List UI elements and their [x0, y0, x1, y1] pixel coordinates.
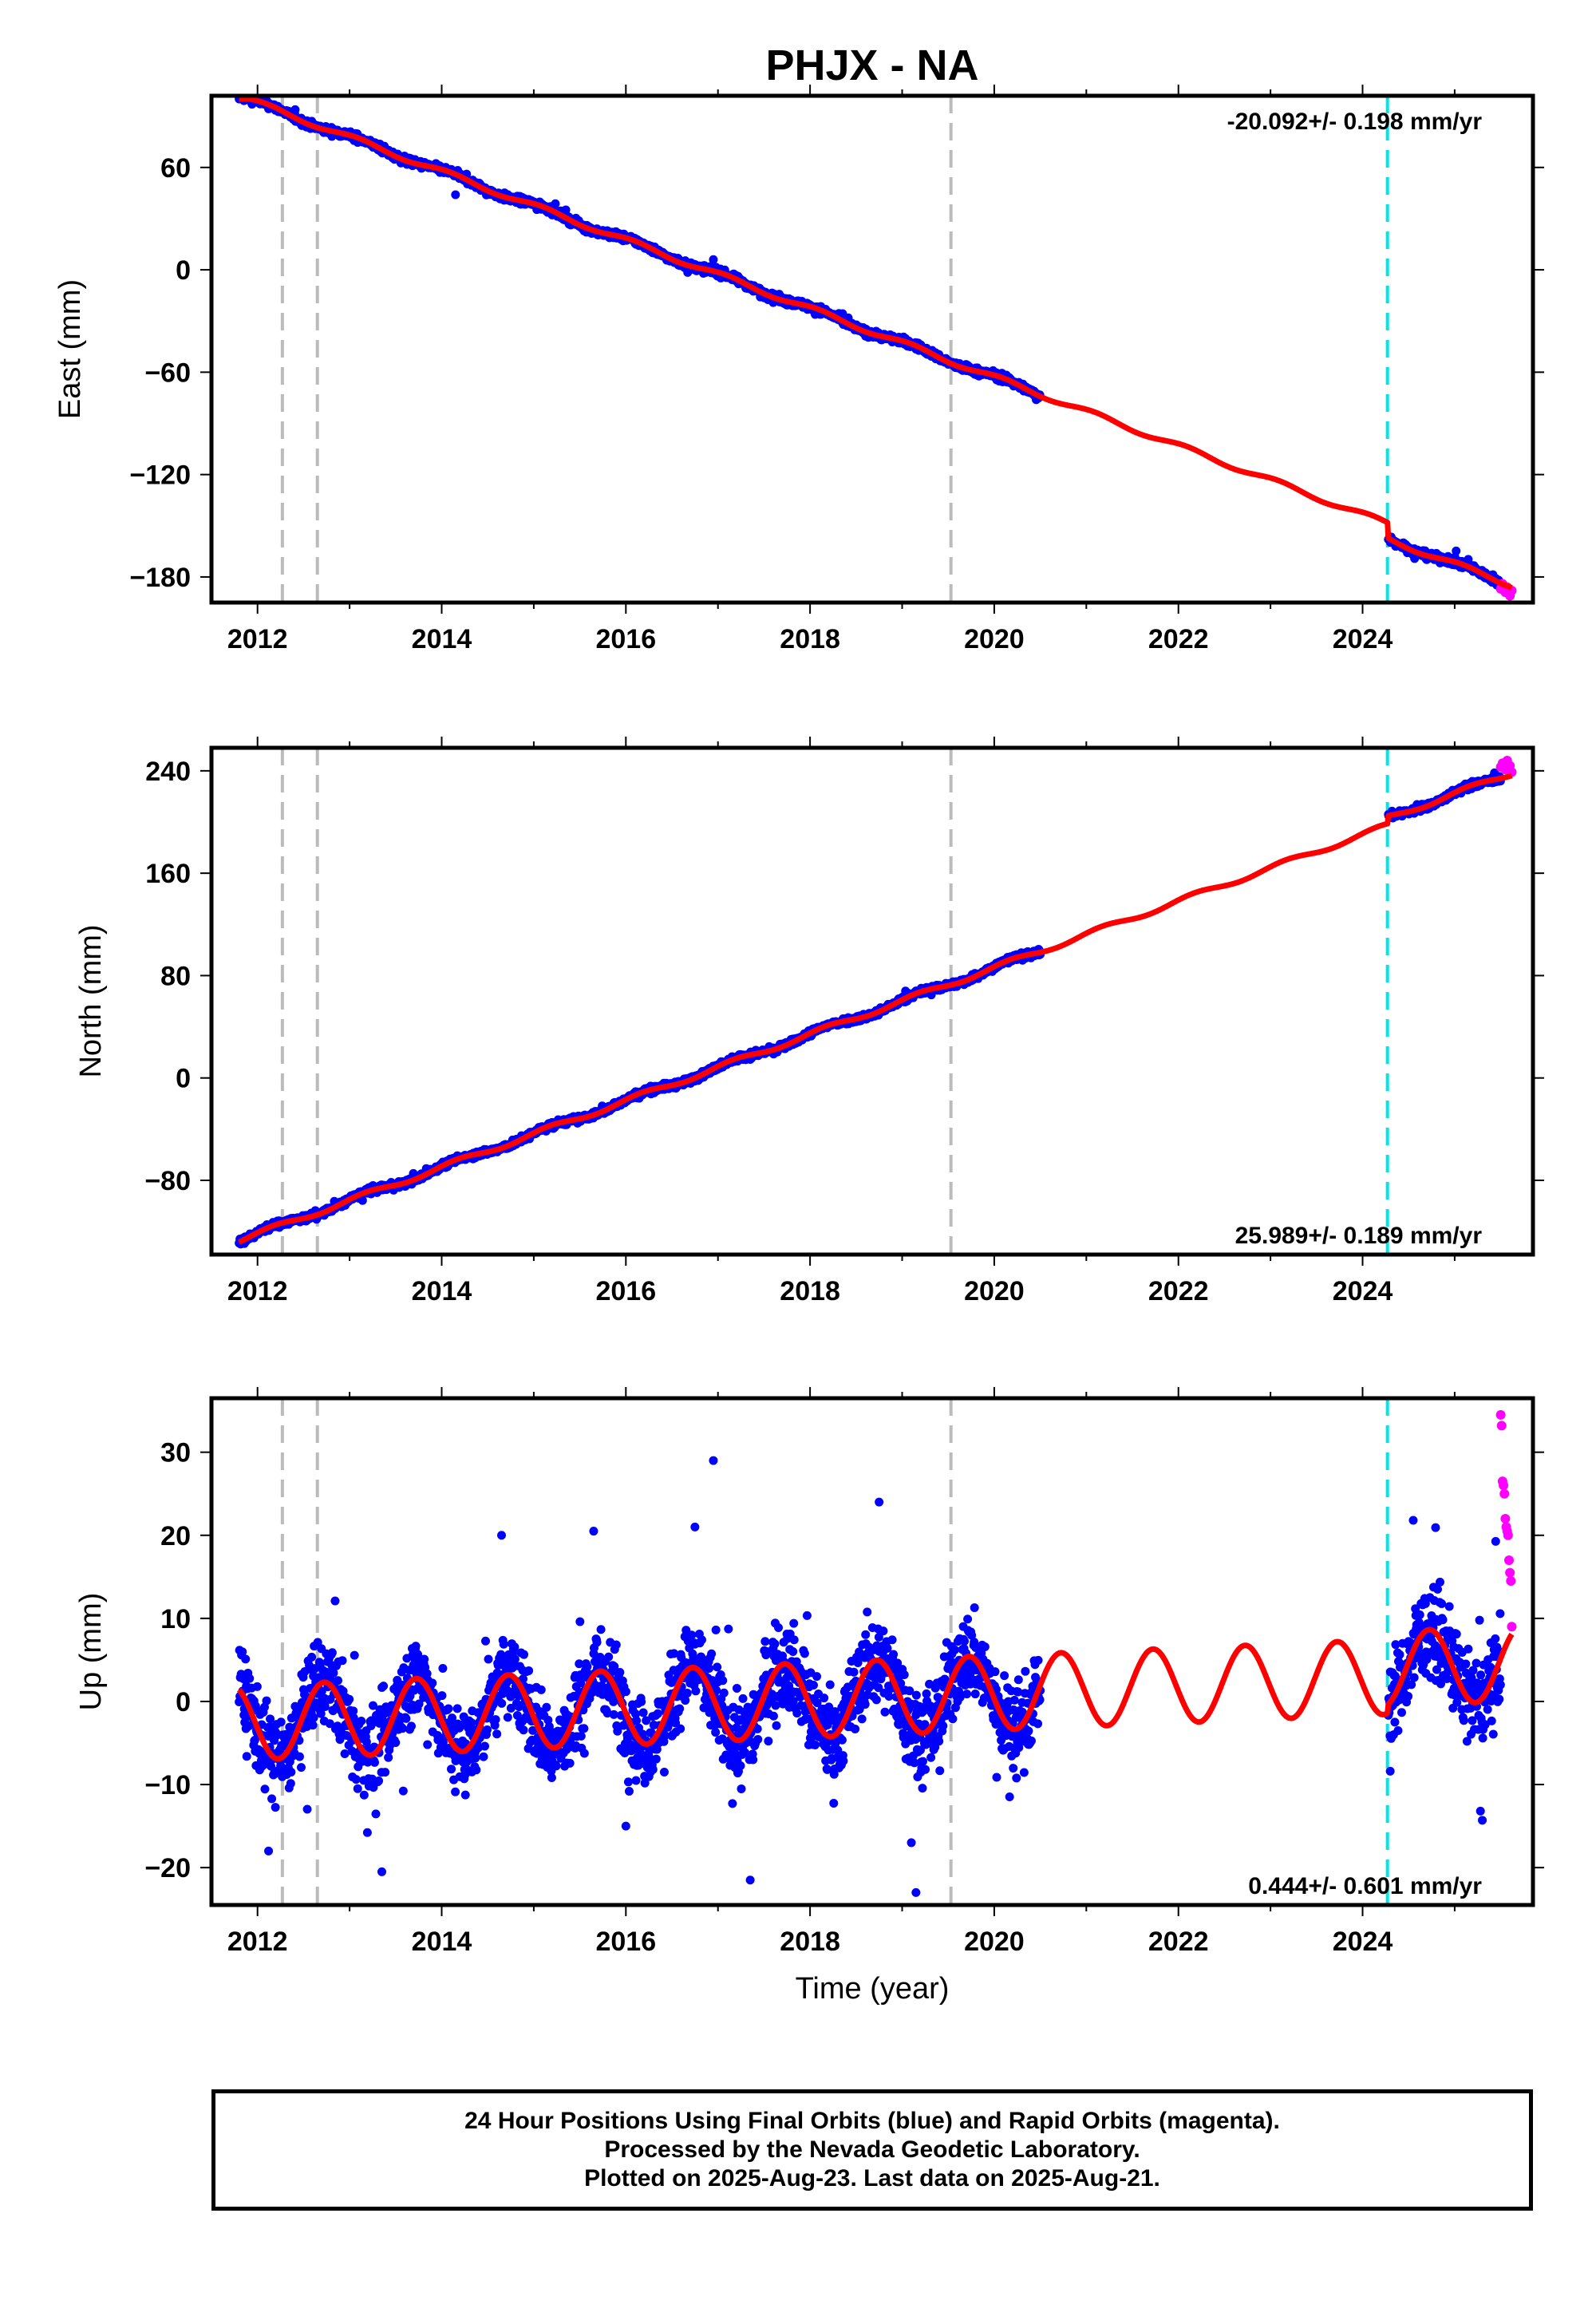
- y-tick-label: 160: [145, 859, 191, 889]
- final-orbit-point: [286, 1779, 295, 1788]
- final-orbit-point: [551, 199, 560, 208]
- model-fit-line: [237, 96, 1514, 591]
- velocity-rate-label: -20.092+/- 0.198 mm/yr: [1227, 109, 1483, 135]
- final-orbit-outlier: [709, 255, 718, 264]
- x-tick-label: 2020: [964, 1276, 1025, 1306]
- x-tick-label: 2022: [1148, 1276, 1209, 1306]
- final-orbit-point: [262, 1696, 271, 1705]
- final-orbit-point: [307, 1652, 317, 1662]
- final-orbit-point: [267, 1794, 277, 1804]
- y-tick-label: 0: [176, 255, 191, 286]
- final-orbit-point: [260, 1784, 270, 1794]
- y-tick-label: 0: [176, 1064, 191, 1094]
- up-panel: 2012 2014 2016 2018 2020 2022 20243020100−10−2…: [74, 1387, 1544, 2006]
- final-orbit-point: [242, 1752, 251, 1761]
- final-orbit-point: [252, 1682, 262, 1691]
- final-orbit-point: [276, 1717, 286, 1727]
- final-orbit-point: [359, 1790, 369, 1800]
- x-tick-label: 2024: [1333, 1276, 1393, 1306]
- x-tick-label: 2014: [412, 624, 472, 654]
- final-orbit-point: [330, 1596, 340, 1606]
- final-orbit-point: [241, 1654, 251, 1664]
- final-orbit-point: [271, 1803, 280, 1812]
- final-orbit-point: [327, 1648, 337, 1658]
- x-tick-label: 2014: [412, 1276, 472, 1306]
- velocity-rate-label: 25.989+/- 0.189 mm/yr: [1235, 1223, 1483, 1249]
- final-orbit-point: [333, 1676, 342, 1686]
- final-orbit-point: [245, 1674, 255, 1683]
- final-orbit-point: [290, 105, 300, 114]
- x-tick-label: 2016: [595, 1276, 656, 1306]
- x-tick-label: 2020: [964, 624, 1025, 654]
- north-panel: 2012 2014 2016 2018 2020 2022 2024 240 160 80 0 −80…: [74, 737, 1544, 1306]
- final-orbit-point: [302, 1804, 312, 1814]
- final-orbit-point: [1452, 546, 1461, 555]
- y-axis-label: North (mm): [74, 924, 108, 1077]
- y-tick-label: 60: [160, 153, 191, 184]
- final-orbit-point: [362, 1828, 372, 1837]
- y-tick-label: 240: [145, 757, 191, 787]
- y-axis-label: East (mm): [53, 279, 87, 419]
- x-tick-label: 2012: [227, 624, 288, 654]
- plot-frame: [209, 93, 1535, 605]
- east-panel: 2012 2014 2016 2018 2020 2022 2024 60 0 −60 −120 −1…: [53, 85, 1544, 654]
- final-orbit-point: [286, 1767, 296, 1777]
- x-tick-label: 2016: [595, 624, 656, 654]
- x-tick-label: 2022: [1148, 624, 1209, 654]
- y-tick-label: 80: [160, 961, 191, 991]
- final-orbit-point: [296, 1763, 306, 1773]
- final-orbit-point: [350, 1650, 359, 1660]
- y-tick-label: −120: [129, 460, 191, 491]
- final-orbit-outlier: [451, 190, 460, 200]
- final-orbit-point: [353, 1784, 362, 1793]
- final-orbit-point: [294, 1752, 304, 1761]
- final-orbit-point: [351, 1775, 361, 1784]
- final-orbit-point: [338, 1656, 347, 1666]
- final-orbits-points: [235, 94, 1505, 590]
- final-orbit-point: [345, 1694, 354, 1704]
- x-tick-label: 2024: [1333, 624, 1393, 654]
- x-tick-label: 2018: [780, 624, 840, 654]
- y-tick-label: −80: [144, 1166, 191, 1196]
- final-orbit-point: [357, 1717, 366, 1726]
- y-tick-label: −180: [129, 563, 191, 593]
- x-tick-label: 2012: [227, 1276, 288, 1306]
- y-tick-label: −60: [144, 358, 191, 388]
- x-tick-label: 2018: [780, 1276, 840, 1306]
- chart-title: PHJX - NA: [765, 41, 978, 89]
